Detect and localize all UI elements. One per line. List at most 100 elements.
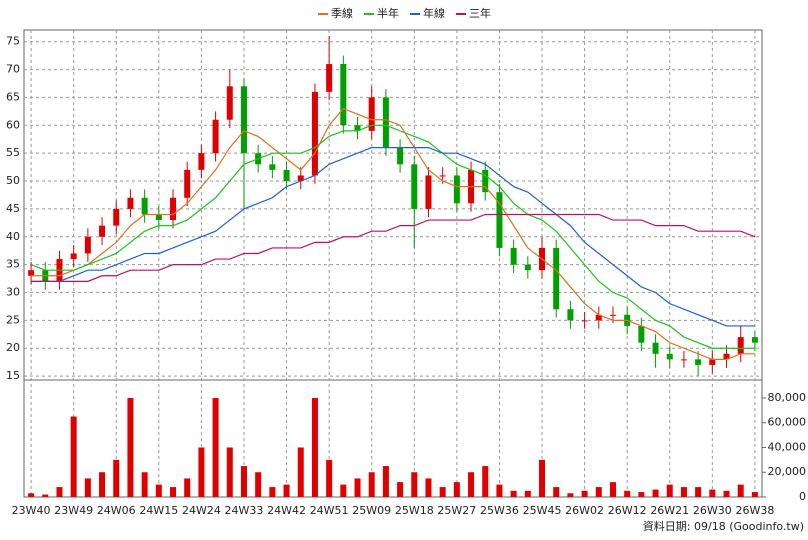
price-panel — [23, 29, 763, 381]
ma-line — [31, 146, 755, 327]
candle-body — [411, 164, 418, 209]
volume-bar — [652, 489, 659, 497]
x-tick-label: 24W06 — [97, 504, 136, 517]
volume-tick-label: 80,000 — [768, 391, 807, 404]
volume-bar — [638, 492, 645, 497]
volume-bar — [297, 447, 304, 497]
y-tick-label: 15 — [6, 369, 20, 382]
volume-bar — [354, 478, 361, 497]
volume-bar — [226, 447, 233, 497]
volume-bar — [340, 484, 347, 497]
volume-tick-label: 40,000 — [768, 440, 807, 453]
y-tick-label: 30 — [6, 286, 20, 299]
x-tick-label: 25W18 — [395, 504, 434, 517]
candle-body — [99, 225, 106, 237]
volume-bar — [184, 478, 191, 497]
volume-bar — [609, 482, 616, 497]
candle-body — [326, 63, 333, 92]
x-tick-label: 24W42 — [267, 504, 306, 517]
y-tick-label: 45 — [6, 202, 20, 215]
volume-bar — [56, 487, 63, 497]
volume-bar — [198, 447, 205, 497]
candle-body — [226, 86, 233, 120]
y-tick-label: 55 — [6, 146, 20, 159]
candle-body — [297, 175, 304, 182]
volume-bar — [595, 487, 602, 497]
y-tick-label: 75 — [6, 35, 20, 48]
volume-tick-label: 0 — [799, 490, 806, 503]
candle-body — [609, 314, 616, 316]
candle-body — [425, 175, 432, 209]
y-tick-label: 65 — [6, 90, 20, 103]
candle-body — [212, 119, 219, 154]
volume-bar — [666, 484, 673, 497]
volume-bar — [326, 459, 333, 497]
candle-body — [127, 197, 134, 209]
x-tick-label: 23W40 — [12, 504, 51, 517]
volume-bar — [397, 482, 404, 497]
candle-body — [524, 264, 531, 271]
x-tick-label: 26W30 — [693, 504, 732, 517]
candle-body — [439, 175, 446, 177]
volume-bar — [70, 416, 77, 497]
volume-bar — [723, 490, 730, 497]
y-tick-label: 70 — [6, 63, 20, 76]
legend-label: 三年 — [469, 6, 491, 20]
candle-body — [170, 197, 177, 221]
candle-body — [496, 192, 503, 248]
volume-panel — [23, 379, 763, 498]
x-tick-label: 26W21 — [650, 504, 689, 517]
candle-body — [666, 353, 673, 360]
candle-body — [751, 337, 758, 343]
candle-body — [581, 320, 588, 322]
candle-body — [397, 147, 404, 165]
volume-bar — [255, 472, 262, 497]
candle-body — [113, 208, 120, 226]
volume-bar — [510, 490, 517, 497]
candle-body — [340, 63, 347, 126]
volume-bar — [127, 397, 134, 497]
candle-body — [652, 342, 659, 354]
volume-bar — [524, 490, 531, 497]
candle-body — [482, 169, 489, 193]
x-tick-label: 24W51 — [310, 504, 349, 517]
volume-bar — [709, 489, 716, 497]
x-tick-label: 25W36 — [480, 504, 519, 517]
x-tick-label: 24W24 — [182, 504, 221, 517]
volume-bar — [539, 459, 546, 497]
volume-bar — [368, 472, 375, 497]
volume-bar — [737, 484, 744, 497]
candle-body — [269, 164, 276, 170]
volume-bar — [382, 466, 389, 497]
volume-bar — [496, 484, 503, 497]
candle-body — [283, 169, 290, 182]
volume-bar — [141, 472, 148, 497]
candle-body — [567, 309, 574, 321]
volume-bar — [751, 492, 758, 497]
ma-line — [31, 213, 756, 282]
candle-body — [368, 97, 375, 131]
candle-body — [553, 247, 560, 310]
volume-bar — [482, 466, 489, 497]
volume-bar — [240, 466, 247, 497]
footer: 資料日期: 09/18 (Goodinfo.tw) — [643, 519, 804, 533]
candle-body — [354, 125, 361, 131]
volume-bar — [170, 487, 177, 497]
candle-body — [184, 169, 191, 198]
volume-bar — [695, 487, 702, 497]
candle-body — [453, 175, 460, 204]
x-tick-label: 25W27 — [437, 504, 476, 517]
y-tick-label: 50 — [6, 174, 20, 187]
y-tick-label: 35 — [6, 258, 20, 271]
volume-bar — [42, 494, 49, 497]
volume-bar — [439, 487, 446, 497]
volume-bar — [311, 397, 318, 497]
y-tick-label: 25 — [6, 313, 20, 326]
volume-bar — [425, 478, 432, 497]
x-tick-label: 23W49 — [54, 504, 93, 517]
y-tick-label: 40 — [6, 230, 20, 243]
volume-tick-label: 60,000 — [768, 416, 807, 429]
legend-label: 季線 — [331, 6, 353, 20]
x-tick-label: 24W33 — [225, 504, 264, 517]
y-tick-label: 20 — [6, 341, 20, 354]
